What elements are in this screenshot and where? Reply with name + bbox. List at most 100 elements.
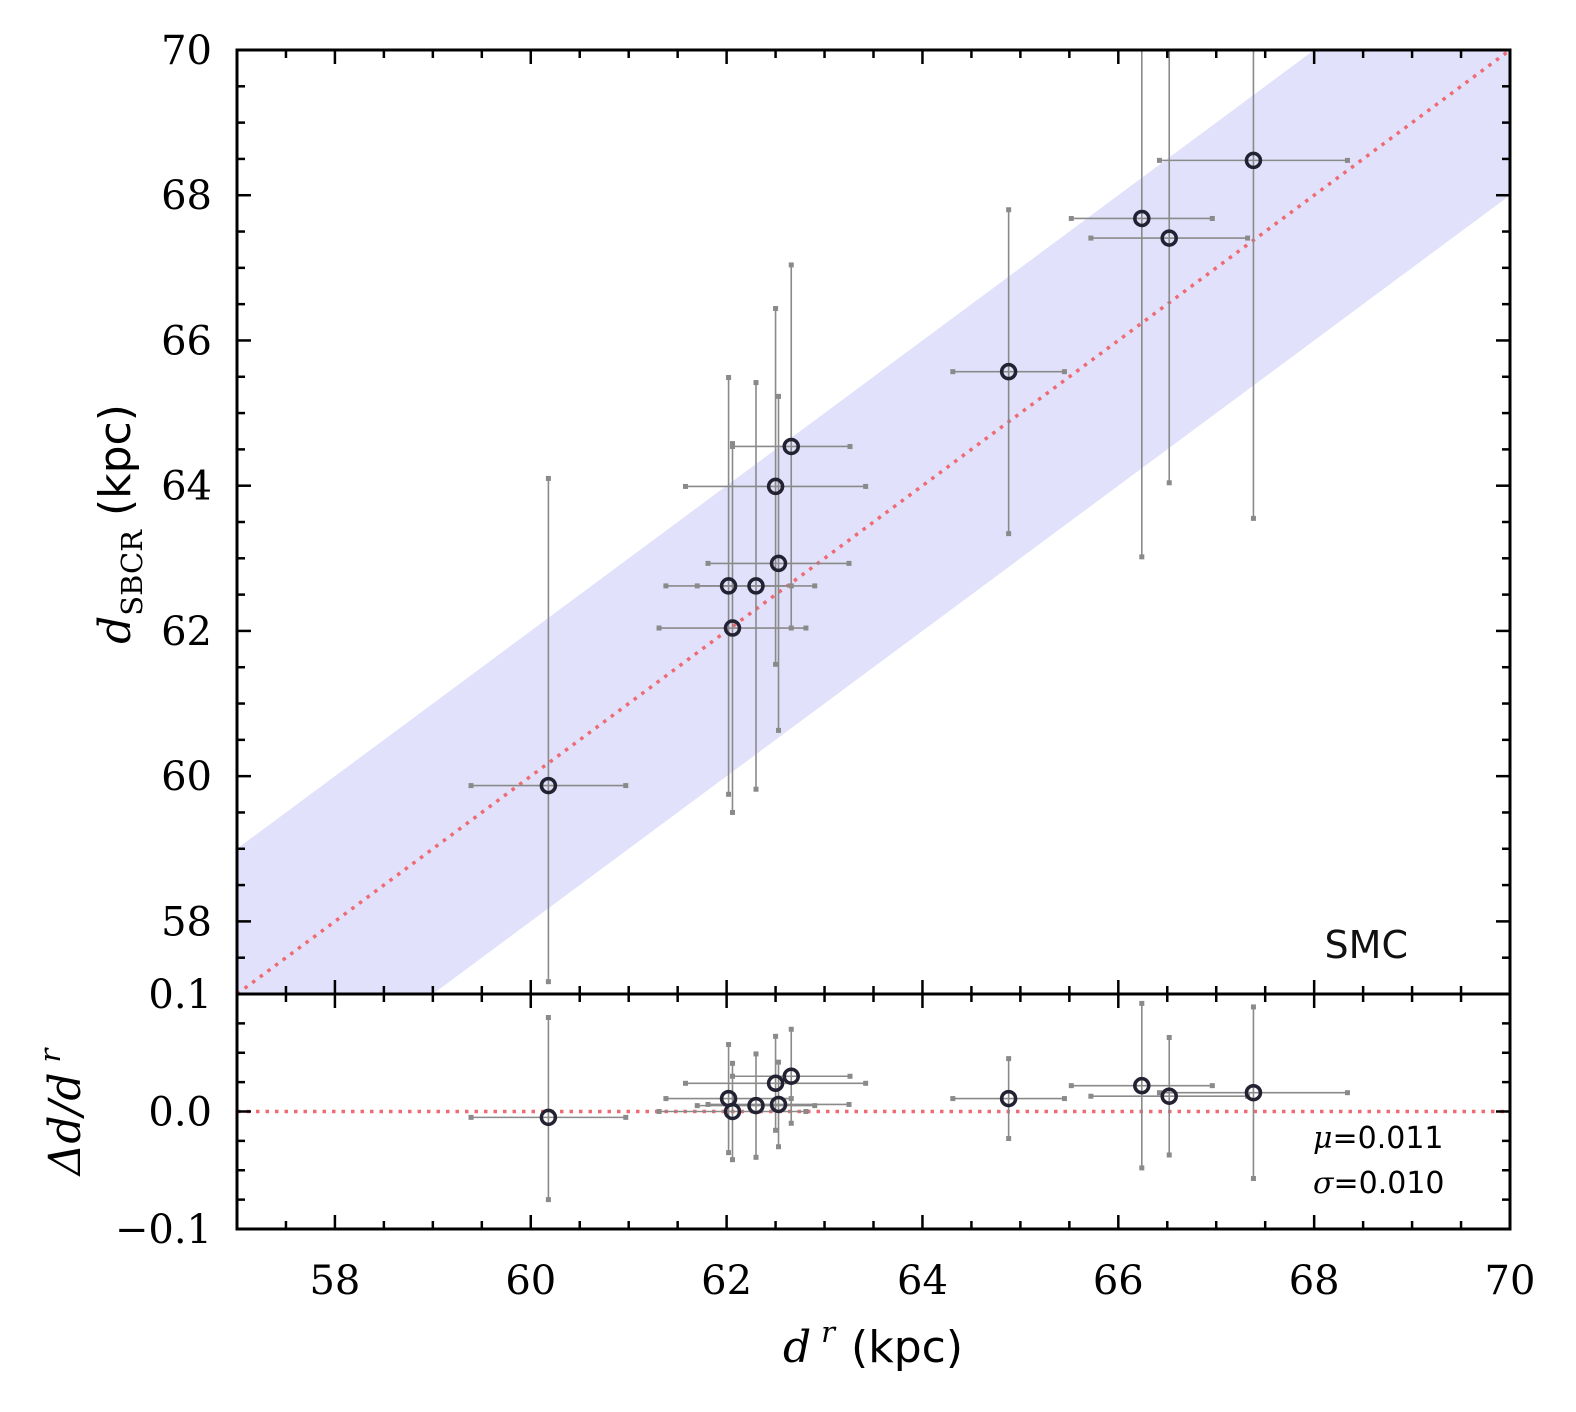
main-errorbar-cap [1209,215,1215,221]
main-errorbar-cap [776,393,782,399]
x-axis-var: d [783,1322,811,1373]
x-axis-sup: r [821,1315,837,1349]
residual-errorbar-cap [623,1114,629,1120]
main-errorbar-cap [1166,480,1172,486]
main-errorbar [656,441,809,815]
residual-errorbar-cap [545,1015,551,1020]
residual-errorbar-cap [773,1033,779,1039]
x-tick-label: 66 [1093,1258,1144,1304]
residual-errorbar [950,1056,1067,1142]
residual-errorbar-cap [729,1073,735,1079]
residual-errorbar-cap [1139,1165,1145,1171]
y-axis-label-residual: Δd/d r [33,1046,91,1177]
residual-axes-frame [235,992,1512,1231]
main-data-point [747,577,765,595]
x-axis-label: d r (kpc) [783,1315,963,1373]
residual-data-point [1244,1083,1263,1102]
residual-plot-area: −0.10.00.1 58 60 62 64 66 68 70 μ=0.011 σ=0.01… [115,972,1536,1304]
residual-errorbar-cap [682,1080,688,1086]
main-errorbar [1068,50,1215,560]
residual-data-point [769,1095,788,1114]
tolerance-band [237,50,1510,994]
main-errorbar [682,306,869,667]
main-errorbar-cap [545,475,551,481]
residual-errorbar-cap [1006,1056,1012,1062]
y-tick-label: 66 [161,318,212,364]
residual-errorbar [1088,1034,1251,1158]
main-errorbar [729,262,853,631]
main-errorbar-cap [726,791,732,797]
residual-errorbar-cap [729,1060,735,1066]
y-axis-label-main: dSBCR (kpc) [90,404,149,644]
residual-errorbar-cap [1156,1090,1162,1096]
residual-errorbar [468,1015,629,1203]
residual-errorbar-cap [726,1042,732,1048]
y-axis-var: d [90,616,141,644]
residual-errorbar-cap [863,1080,869,1086]
main-errorbar-cap [1250,515,1256,521]
residual-y-tick-label: 0.1 [148,972,212,1018]
main-errorbar-cap [812,583,818,589]
main-errorbar-cap [1139,554,1145,560]
main-errorbar-cap [663,583,669,589]
residual-errorbar-cap [776,1059,782,1065]
y-tick-label: 58 [161,899,212,945]
main-data-point [782,437,800,456]
residual-data-point [782,1067,800,1085]
y-axis-unit: (kpc) [90,404,141,516]
main-data-point [1244,151,1263,170]
main-data-point [719,577,738,595]
residual-errorbar-cap [788,1120,794,1126]
residual-errorbar-cap [705,1101,711,1107]
main-data-point [723,619,742,637]
residual-data-point [1133,1076,1151,1095]
residual-errorbar-cap [803,1109,809,1114]
x-tick-label: 70 [1485,1258,1536,1304]
residual-data-point [539,1108,558,1127]
residual-y-tick-label: −0.1 [115,1207,212,1253]
main-errorbar-cap [623,783,629,789]
main-errorbar-cap [1006,531,1012,537]
main-errorbar-cap [1245,235,1251,241]
x-tick-label: 64 [897,1258,948,1304]
residual-errorbar-cap [753,1051,759,1057]
residual-y-tick-label: 0.0 [148,1090,212,1136]
residual-errorbar-cap [545,1197,551,1203]
residual-errorbar-cap [729,1157,735,1163]
main-errorbar-cap [726,374,732,380]
main-errorbar-cap [950,369,956,375]
residual-errorbar-cap [847,1073,853,1079]
main-errorbar-cap [694,583,700,589]
y-axis-sub: SBCR [115,529,149,616]
main-data-point [999,362,1018,381]
main-plot-area: 58 60 62 64 66 68 70 SMC [161,28,1512,996]
stat-mu: μ=0.011 [1313,1121,1444,1156]
residual-errorbar [1156,1004,1350,1181]
main-errorbar [1088,50,1251,486]
main-errorbar-cap [753,380,759,386]
y-tick-label: 64 [161,464,212,510]
residual-errorbar-cap [1250,1004,1256,1010]
residual-data-point [1160,1087,1178,1105]
main-errorbar-cap [545,979,551,985]
main-errorbar-cap [1156,157,1162,163]
sigma-value: =0.010 [1333,1166,1444,1201]
y-tick-label: 70 [161,28,212,74]
main-data-point [1133,209,1151,228]
residual-errorbar [729,1026,853,1126]
main-errorbar [1156,50,1350,521]
main-errorbar-cap [1088,235,1094,241]
main-errorbar-cap [846,560,852,566]
residual-errorbar [682,1033,869,1133]
main-errorbar-cap [1344,157,1350,163]
y-tick-label: 60 [161,754,212,800]
main-errorbar-cap [729,443,735,449]
residual-errorbar-cap [1088,1093,1094,1099]
main-errorbar-cap [788,262,794,268]
one-to-one-line [237,50,1510,994]
residual-errorbar-cap [468,1114,474,1120]
residual-errorbar-cap [1250,1175,1256,1181]
residual-errorbar-cap [656,1109,662,1114]
main-errorbar [705,393,852,733]
